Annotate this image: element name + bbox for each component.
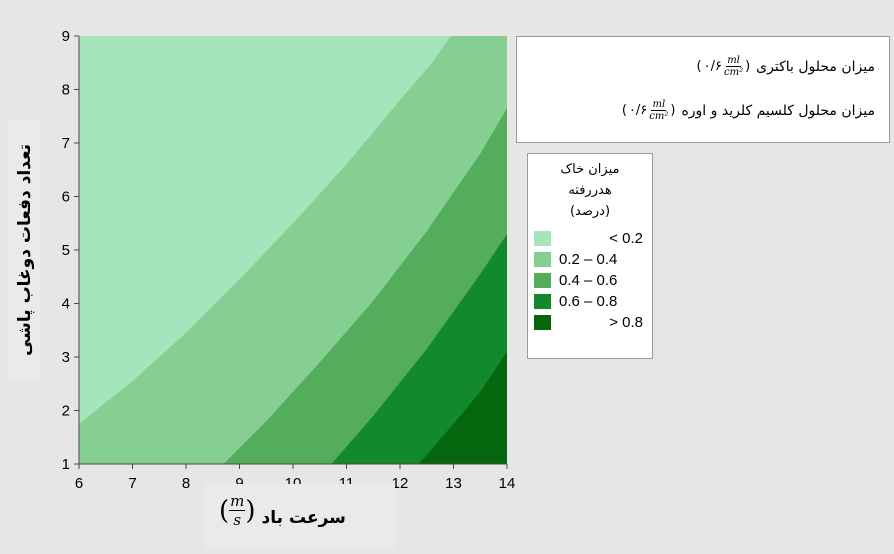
- hold-value-label: میزان محلول باکتری: [756, 58, 875, 75]
- x-tick-label: 13: [445, 475, 462, 492]
- y-tick-label: 3: [62, 349, 70, 366]
- legend-swatch: [534, 314, 551, 330]
- legend-swatch: [534, 251, 551, 267]
- legend-label: > 0.8: [609, 313, 643, 331]
- y-tick-label: 9: [62, 28, 70, 45]
- y-tick-label: 6: [62, 189, 70, 206]
- hold-value-unit: ( ۰/۶ ml cm² ): [621, 99, 676, 122]
- legend-swatch: [534, 272, 551, 288]
- legend-label: 0.6 – 0.8: [559, 292, 618, 310]
- x-tick-label: 7: [128, 475, 136, 492]
- legend-label: 0.4 – 0.6: [559, 271, 618, 289]
- legend-swatch: [534, 230, 551, 246]
- x-tick-label: 9: [235, 475, 243, 492]
- x-tick-label: 8: [182, 475, 190, 492]
- x-tick-label: 14: [499, 475, 516, 492]
- x-axis-label: سرعت باد: [261, 507, 346, 528]
- y-tick-label: 2: [62, 403, 70, 420]
- legend-title-line: هدررفته: [568, 183, 612, 198]
- legend-label: 0.2 – 0.4: [559, 250, 618, 268]
- contour-region: [418, 351, 507, 464]
- y-tick-label: 8: [62, 82, 70, 99]
- legend-title-line: (درصد): [569, 204, 611, 219]
- legend-entry: < 0.2: [534, 229, 643, 247]
- x-axis-label-area: ( m s ) سرعت باد: [205, 484, 395, 548]
- legend-swatch: [534, 293, 551, 309]
- legend-label: < 0.2: [609, 229, 643, 247]
- legend-entry: 0.2 – 0.4: [534, 250, 643, 268]
- hold-value-row: میزان محلول کلسیم کلرید و اوره ( ۰/۶ ml c…: [622, 99, 875, 122]
- y-tick-label: 7: [62, 135, 70, 152]
- y-tick-label: 1: [62, 456, 70, 473]
- legend-entry: 0.4 – 0.6: [534, 271, 643, 289]
- x-tick-label: 6: [75, 475, 83, 492]
- y-axis-label: تعداد دفعات دوغاب پاشی: [15, 144, 35, 356]
- y-tick-label: 5: [62, 242, 70, 259]
- legend-title-line: میزان خاک: [560, 162, 620, 177]
- legend-entry: 0.6 – 0.8: [534, 292, 643, 310]
- hold-value-row: میزان محلول باکتری ( ۰/۶ ml cm² ): [697, 55, 875, 78]
- contour-legend: میزان خاک هدررفته (درصد) < 0.2 0.2 – 0.4…: [527, 153, 653, 359]
- hold-value-label: میزان محلول کلسیم کلرید و اوره: [681, 102, 875, 119]
- contour-region: [331, 233, 507, 464]
- y-tick-label: 4: [62, 296, 70, 313]
- y-axis-label-area: تعداد دفعات دوغاب پاشی: [8, 120, 40, 380]
- hold-values-legend: میزان محلول باکتری ( ۰/۶ ml cm² ) میزان م…: [516, 36, 890, 143]
- x-tick-label: 12: [392, 475, 409, 492]
- x-axis-unit: ( m s ): [219, 492, 256, 529]
- legend-entry: > 0.8: [534, 313, 643, 331]
- hold-value-unit: ( ۰/۶ ml cm² ): [696, 55, 751, 78]
